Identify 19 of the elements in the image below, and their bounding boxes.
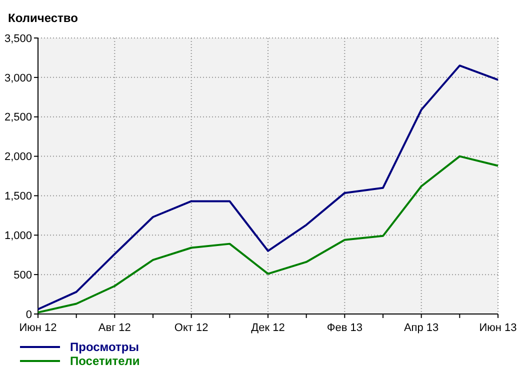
line-series	[37, 64, 499, 310]
y-tick-label: 1,500	[4, 190, 32, 203]
y-tick-label: 0	[26, 308, 32, 321]
x-tick-label: Апр 13	[404, 322, 439, 334]
y-tick-label: 2,000	[4, 151, 32, 164]
legend-label: Посетители	[70, 354, 140, 368]
y-tick-label: 3,500	[4, 32, 32, 45]
x-tick-label: Авг 12	[98, 322, 131, 334]
x-tick-label: Июн 13	[479, 322, 517, 334]
y-tick-label: 1,000	[4, 230, 32, 242]
y-tick-label: 500	[14, 269, 32, 282]
y-axis-title: Количество	[8, 11, 78, 25]
legend-label: Просмотры	[70, 340, 140, 354]
x-tick-label: Дек 12	[251, 322, 285, 334]
y-tick-label: 3,000	[4, 72, 32, 84]
x-tick-label: Фев 13	[326, 322, 362, 334]
x-tick-label: Июн 12	[19, 322, 57, 334]
x-tick-label: Окт 12	[174, 322, 208, 334]
y-tick-label: 2,500	[4, 112, 32, 124]
